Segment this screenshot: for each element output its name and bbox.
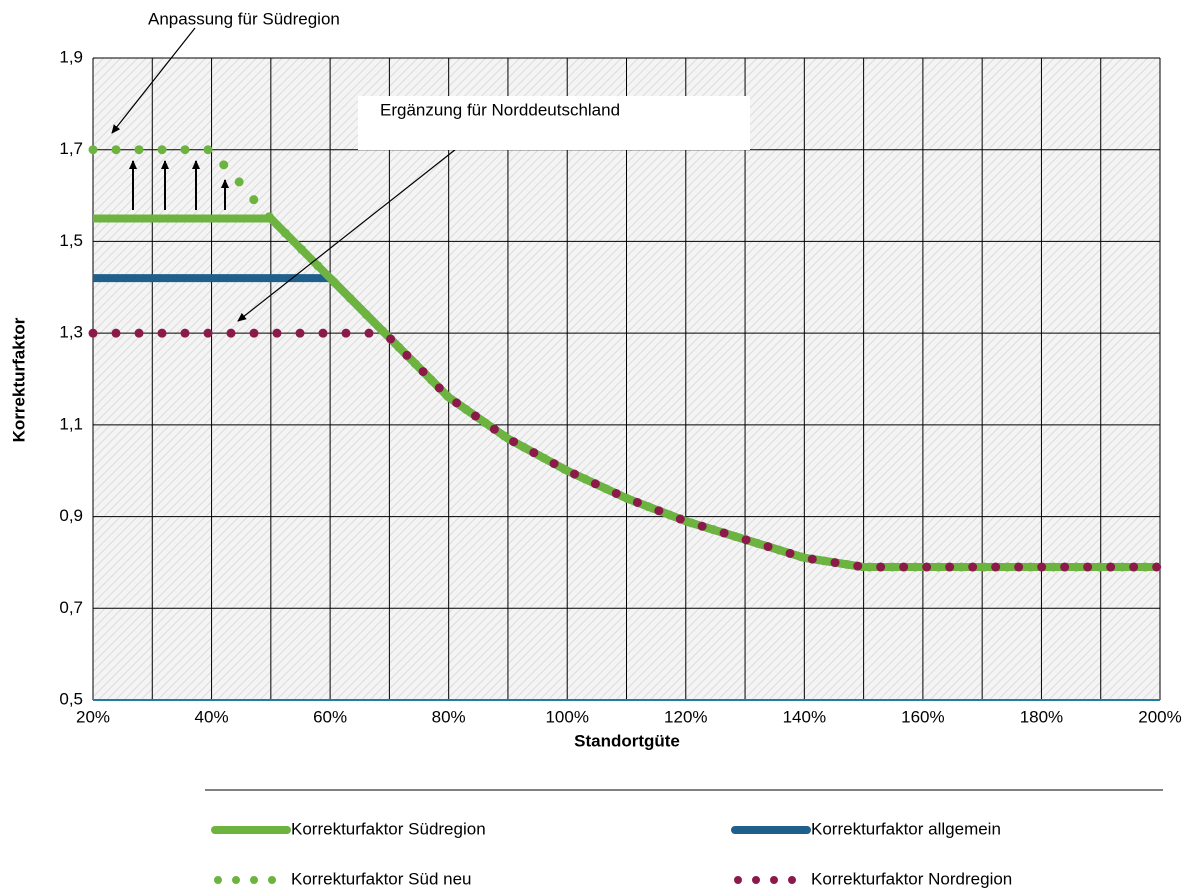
- legend-label: Korrekturfaktor Süd neu: [291, 869, 471, 888]
- y-tick-label: 0,9: [59, 506, 83, 525]
- x-tick-label: 80%: [432, 707, 466, 726]
- y-tick-label: 0,5: [59, 689, 83, 708]
- y-tick-label: 1,5: [59, 231, 83, 250]
- series-line: [88, 145, 1165, 572]
- legend-label: Korrekturfaktor Südregion: [291, 819, 486, 838]
- y-tick-label: 1,7: [59, 139, 83, 158]
- annotation-arrows: [111, 27, 471, 322]
- x-tick-label: 120%: [664, 707, 707, 726]
- y-tick-label: 1,1: [59, 414, 83, 433]
- y-tick-label: 0,7: [59, 598, 83, 617]
- series-line: [88, 328, 1165, 572]
- x-tick-label: 160%: [901, 707, 944, 726]
- x-axis-label: Standortgüte: [574, 731, 680, 750]
- annotation: Anpassung für Südregion: [148, 9, 340, 28]
- x-tick-label: 100%: [545, 707, 588, 726]
- x-tick-label: 20%: [76, 707, 110, 726]
- x-tick-label: 180%: [1020, 707, 1063, 726]
- x-tick-label: 60%: [313, 707, 347, 726]
- y-tick-label: 1,3: [59, 323, 83, 342]
- annotation-box: [358, 96, 750, 150]
- x-tick-label: 140%: [783, 707, 826, 726]
- legend-label: Korrekturfaktor Nordregion: [811, 869, 1012, 888]
- legend-label: Korrekturfaktor allgemein: [811, 819, 1001, 838]
- annotation: Ergänzung für Norddeutschland: [380, 100, 620, 119]
- y-axis-label: Korrekturfaktor: [9, 317, 28, 442]
- x-tick-label: 200%: [1138, 707, 1181, 726]
- x-tick-label: 40%: [195, 707, 229, 726]
- y-tick-label: 1,9: [59, 47, 83, 66]
